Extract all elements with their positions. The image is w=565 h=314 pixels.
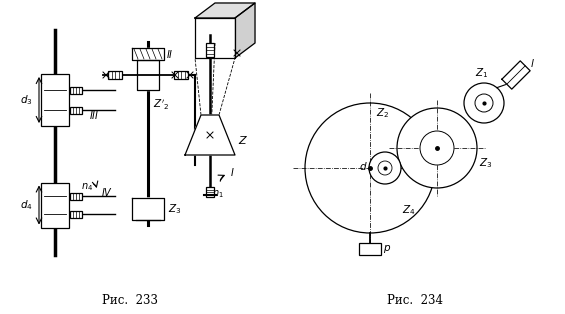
Bar [359,243,381,255]
Text: $d$: $d$ [359,160,368,172]
Circle shape [420,131,454,165]
Text: $II$: $II$ [166,48,173,60]
Text: $n_1$: $n_1$ [212,188,224,200]
Text: $IV$: $IV$ [101,186,113,198]
Bar [70,210,82,218]
Text: $III$: $III$ [89,109,99,121]
Bar [41,74,69,126]
Text: $Z_3$: $Z_3$ [479,156,493,170]
Text: $Z_2$: $Z_2$ [257,0,271,1]
Polygon shape [137,60,159,90]
Bar [41,182,69,228]
Circle shape [464,83,504,123]
Text: $Z_1$: $Z_1$ [475,66,489,80]
Circle shape [475,94,493,112]
Polygon shape [502,61,530,89]
Bar [70,86,82,94]
Text: $p$: $p$ [383,243,391,255]
Bar [174,71,188,79]
Circle shape [397,108,477,188]
Bar [108,71,122,79]
Circle shape [378,161,392,175]
Text: Рис.  233: Рис. 233 [102,294,158,306]
Bar [70,106,82,113]
Text: $I$: $I$ [230,166,234,178]
Text: $Z'_2$: $Z'_2$ [153,98,170,112]
Polygon shape [235,3,255,58]
Circle shape [305,103,435,233]
Polygon shape [185,115,235,155]
Text: $Z_4$: $Z_4$ [402,203,415,217]
Bar [206,43,214,57]
Bar [206,187,214,197]
Text: $d_4$: $d_4$ [20,198,33,212]
Text: $l$: $l$ [530,57,535,69]
Text: Рис.  234: Рис. 234 [387,294,443,306]
Text: $Z_2$: $Z_2$ [376,106,389,120]
Polygon shape [195,3,255,18]
Bar [70,192,82,199]
Polygon shape [132,48,164,60]
Text: $d_3$: $d_3$ [20,93,33,107]
Polygon shape [132,198,164,220]
Text: $n_4$: $n_4$ [81,181,93,193]
Polygon shape [195,18,235,58]
Text: $Z$: $Z$ [238,134,248,146]
Circle shape [369,152,401,184]
Text: $Z_3$: $Z_3$ [168,202,181,216]
